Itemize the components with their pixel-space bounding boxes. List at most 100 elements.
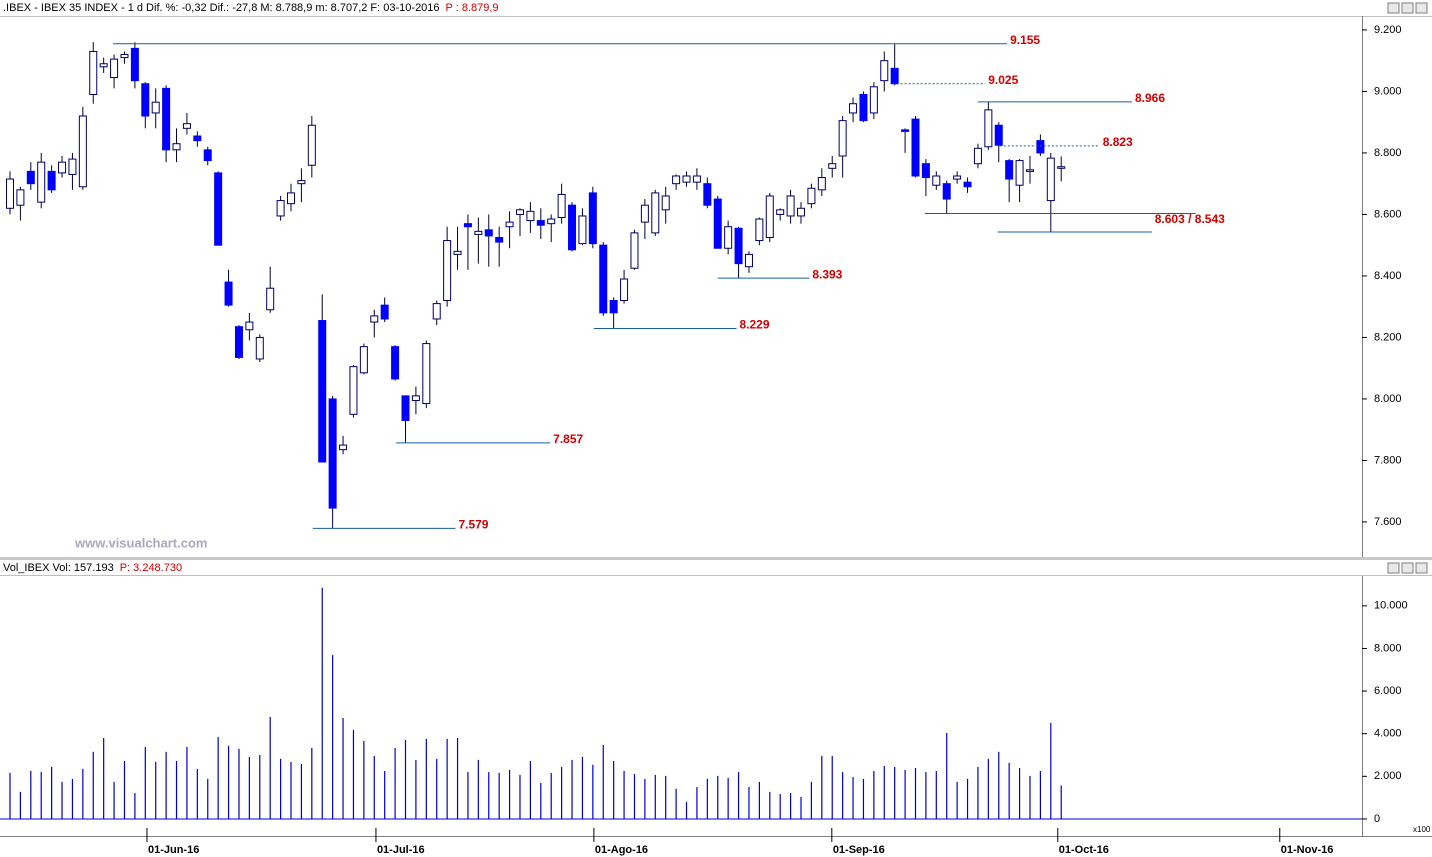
candle-body — [630, 232, 639, 269]
last-price: P : 8.879,9 — [446, 2, 499, 14]
candle-body — [463, 223, 472, 228]
candle-body — [484, 229, 493, 237]
y-tick-label: 9.200 — [1374, 24, 1402, 36]
candle-body — [224, 281, 233, 306]
candle-body — [1015, 160, 1024, 186]
candle-body — [287, 192, 296, 205]
candle-body — [932, 175, 941, 186]
candle-body — [1025, 169, 1034, 172]
candle-body — [609, 300, 618, 314]
candle-body — [443, 240, 452, 302]
price-header: .IBEX - IBEX 35 INDEX - 1 d Dif. %: -0,3… — [3, 2, 440, 14]
candle-body — [234, 326, 243, 358]
candle-body — [921, 163, 930, 179]
candle-body — [620, 278, 629, 302]
price-header-bar — [0, 0, 1432, 16]
candle-body — [276, 200, 285, 217]
candle-body — [318, 320, 327, 463]
candle-body — [838, 120, 847, 157]
candle-body — [411, 395, 420, 401]
close-button[interactable] — [1415, 562, 1428, 574]
candle-body — [1057, 166, 1066, 169]
candle-body — [640, 204, 649, 223]
candle-body — [130, 47, 139, 82]
candle-body — [963, 181, 972, 188]
candle-body — [474, 230, 483, 235]
candle-body — [953, 175, 962, 180]
window-buttons[interactable] — [1387, 2, 1428, 574]
candle-body — [713, 198, 722, 249]
level-label: 8.823 — [1103, 135, 1133, 149]
candle-body — [89, 50, 98, 95]
y-tick-label: 8.600 — [1374, 208, 1402, 220]
candle-body — [515, 209, 524, 215]
candle-body — [599, 244, 608, 314]
y-tick-label: 8.200 — [1374, 331, 1402, 343]
candle-body — [359, 346, 368, 374]
y-tick-label: 8.000 — [1374, 642, 1402, 654]
candle-body — [141, 83, 150, 117]
candle-body — [765, 195, 774, 238]
unit-label: x100 — [1413, 825, 1431, 834]
candle-body — [495, 236, 504, 243]
candle-body — [703, 183, 712, 206]
candle-body — [776, 209, 785, 215]
candle-body — [807, 187, 816, 205]
candle-body — [297, 180, 306, 185]
candle-body — [391, 346, 400, 380]
level-label: 9.155 — [1010, 33, 1040, 47]
y-tick-label: 7.600 — [1374, 516, 1402, 528]
candle-body — [1005, 160, 1014, 180]
candle-body — [5, 178, 14, 209]
candle-body — [339, 444, 348, 451]
candle-body — [328, 398, 337, 509]
x-tick-label: 01-Nov-16 — [1281, 844, 1334, 856]
candle-body — [869, 86, 878, 114]
candle-body — [1036, 140, 1045, 154]
candle-body — [110, 58, 119, 79]
candle-body — [588, 192, 597, 245]
level-label: 9.025 — [988, 73, 1018, 87]
level-label: 8.603 / 8.543 — [1155, 212, 1225, 226]
x-tick-label: 01-Sep-16 — [833, 844, 885, 856]
maximize-button[interactable] — [1401, 562, 1414, 574]
minimize-button[interactable] — [1387, 562, 1400, 574]
candle-body — [682, 175, 691, 183]
candle-body — [266, 287, 275, 311]
candle-body — [370, 315, 379, 323]
level-label: 7.857 — [553, 432, 583, 446]
close-button[interactable] — [1415, 2, 1428, 14]
candle-body — [1046, 157, 1055, 202]
level-label: 8.229 — [739, 318, 769, 332]
candle-body — [911, 118, 920, 177]
candle-body — [859, 93, 868, 122]
candle-body — [744, 253, 753, 268]
maximize-button[interactable] — [1401, 2, 1414, 14]
level-label: 7.579 — [458, 518, 488, 532]
y-tick-label: 6.000 — [1374, 685, 1402, 697]
y-tick-label: 2.000 — [1374, 770, 1402, 782]
candle-body — [380, 304, 389, 320]
candle-body — [692, 175, 701, 183]
candle-body — [536, 220, 545, 226]
candle-body — [99, 63, 108, 68]
candle-body — [162, 87, 171, 151]
candle-body — [78, 115, 87, 188]
x-tick-label: 01-Ago-16 — [595, 844, 648, 856]
candle-body — [203, 149, 212, 162]
candle-body — [994, 124, 1003, 146]
y-tick-label: 7.800 — [1374, 454, 1402, 466]
candle-body — [672, 175, 681, 185]
minimize-button[interactable] — [1387, 2, 1400, 14]
candle-body — [890, 67, 899, 85]
candle-body — [214, 172, 223, 246]
candle-body — [16, 189, 25, 206]
candle-body — [661, 195, 670, 211]
candle-body — [182, 123, 191, 129]
level-label: 8.393 — [812, 267, 842, 281]
candle-body — [973, 147, 982, 165]
candle-body — [797, 207, 806, 217]
candle-body — [120, 54, 129, 59]
candle-body — [26, 170, 35, 185]
candle-body — [349, 366, 358, 415]
